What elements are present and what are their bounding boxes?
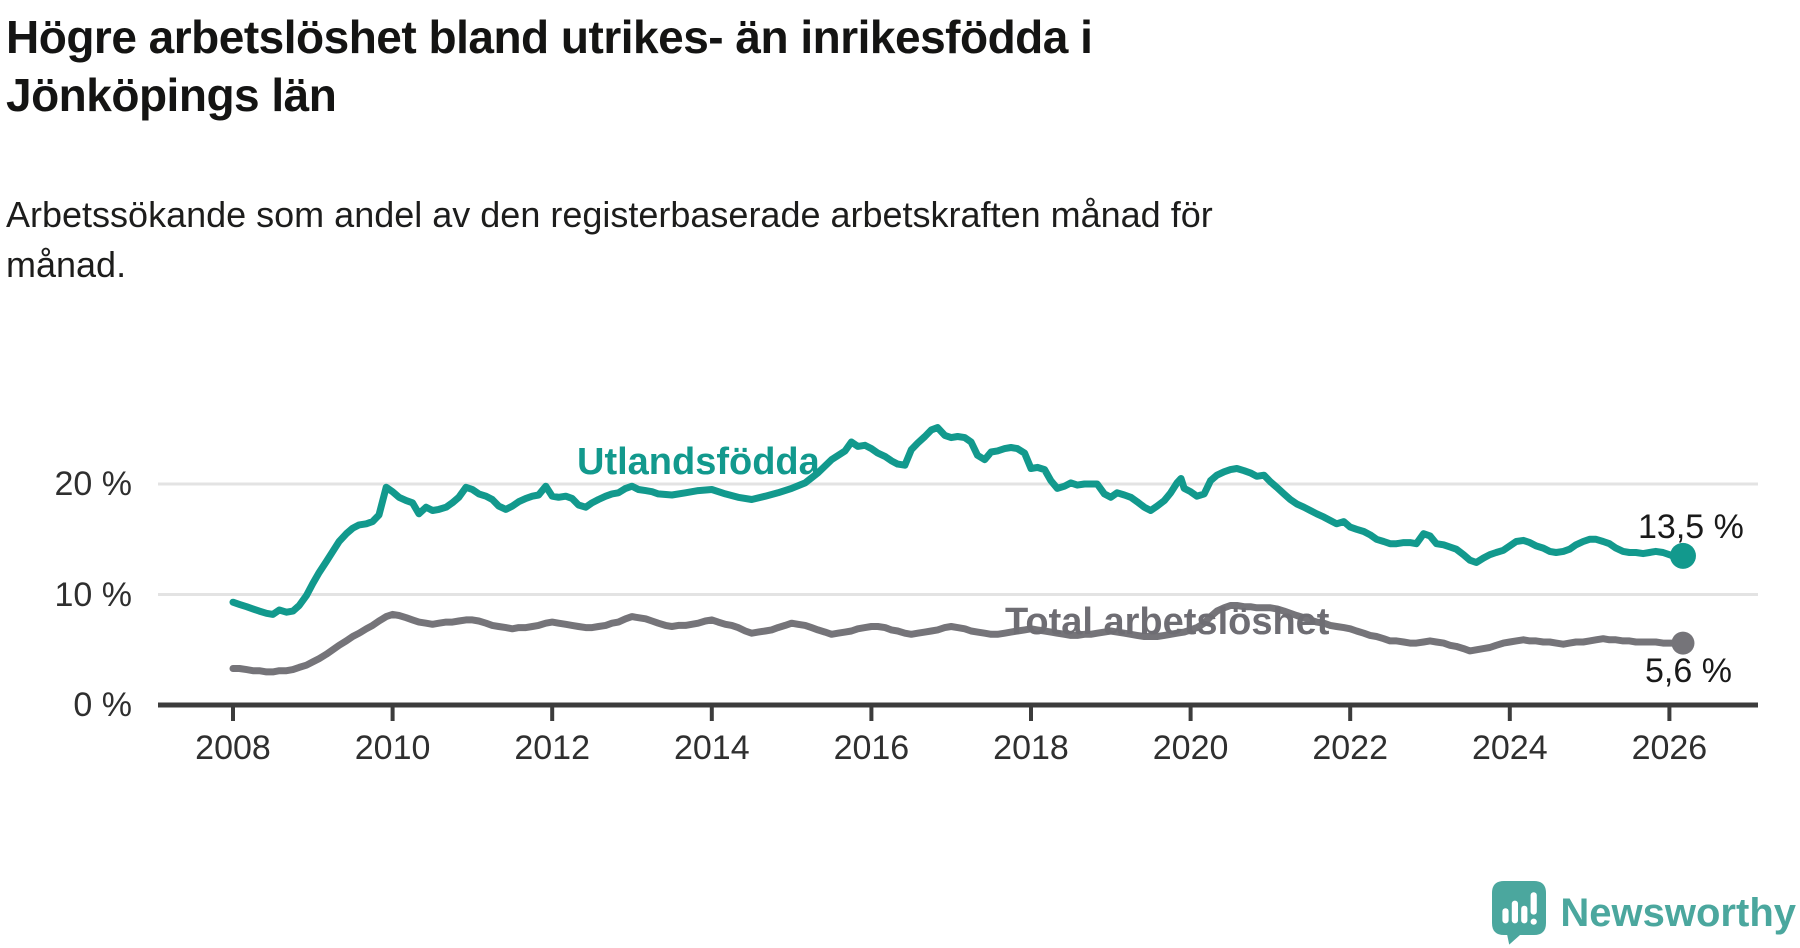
x-axis-label-2014: 2014 [673,729,750,767]
end-value-label-utlandsfodda: 13,5 % [1638,508,1744,546]
x-axis-label-2016: 2016 [833,729,910,767]
end-dot-1 [1671,631,1695,655]
y-axis-label-0: 0 % [73,686,132,724]
page-title: Högre arbetslöshet bland utrikes- än inr… [6,8,1426,124]
y-axis-label-10: 10 % [54,575,133,614]
page-subtitle-line-2: månad. [6,244,127,285]
end-dot-0 [1669,542,1696,569]
x-axis-label-2026: 2026 [1631,729,1708,767]
x-axis-label-2018: 2018 [993,729,1069,767]
page-subtitle-line-1: Arbetssökande som andel av den registerb… [6,194,1213,235]
series-label-utlandsfodda: Utlandsfödda [577,441,820,483]
page-title-line-2: Jönköpings län [6,69,337,121]
x-axis-label-2010: 2010 [354,729,431,767]
series-line-1 [229,602,1687,676]
y-axis-label-20: 20 % [54,465,133,503]
page-title-line-1: Högre arbetslöshet bland utrikes- än inr… [6,11,1093,63]
x-axis-label-2020: 2020 [1152,729,1229,767]
newsworthy-logo-icon [1492,881,1547,945]
page-subtitle: Arbetssökande som andel av den registerb… [6,190,1506,290]
x-axis-label-2012: 2012 [514,729,590,767]
newsworthy-wordmark: Newsworthy [1560,890,1796,935]
x-axis-label-2022: 2022 [1312,729,1388,767]
x-axis-label-2024: 2024 [1471,729,1548,767]
x-axis-label-2008: 2008 [195,729,271,767]
newsworthy-logo: Newsworthy [1492,880,1796,946]
end-value-label-total: 5,6 % [1645,652,1732,690]
series-line-0 [229,424,1687,618]
series-label-total-arbetsloshet: Total arbetslöshet [1005,601,1330,643]
